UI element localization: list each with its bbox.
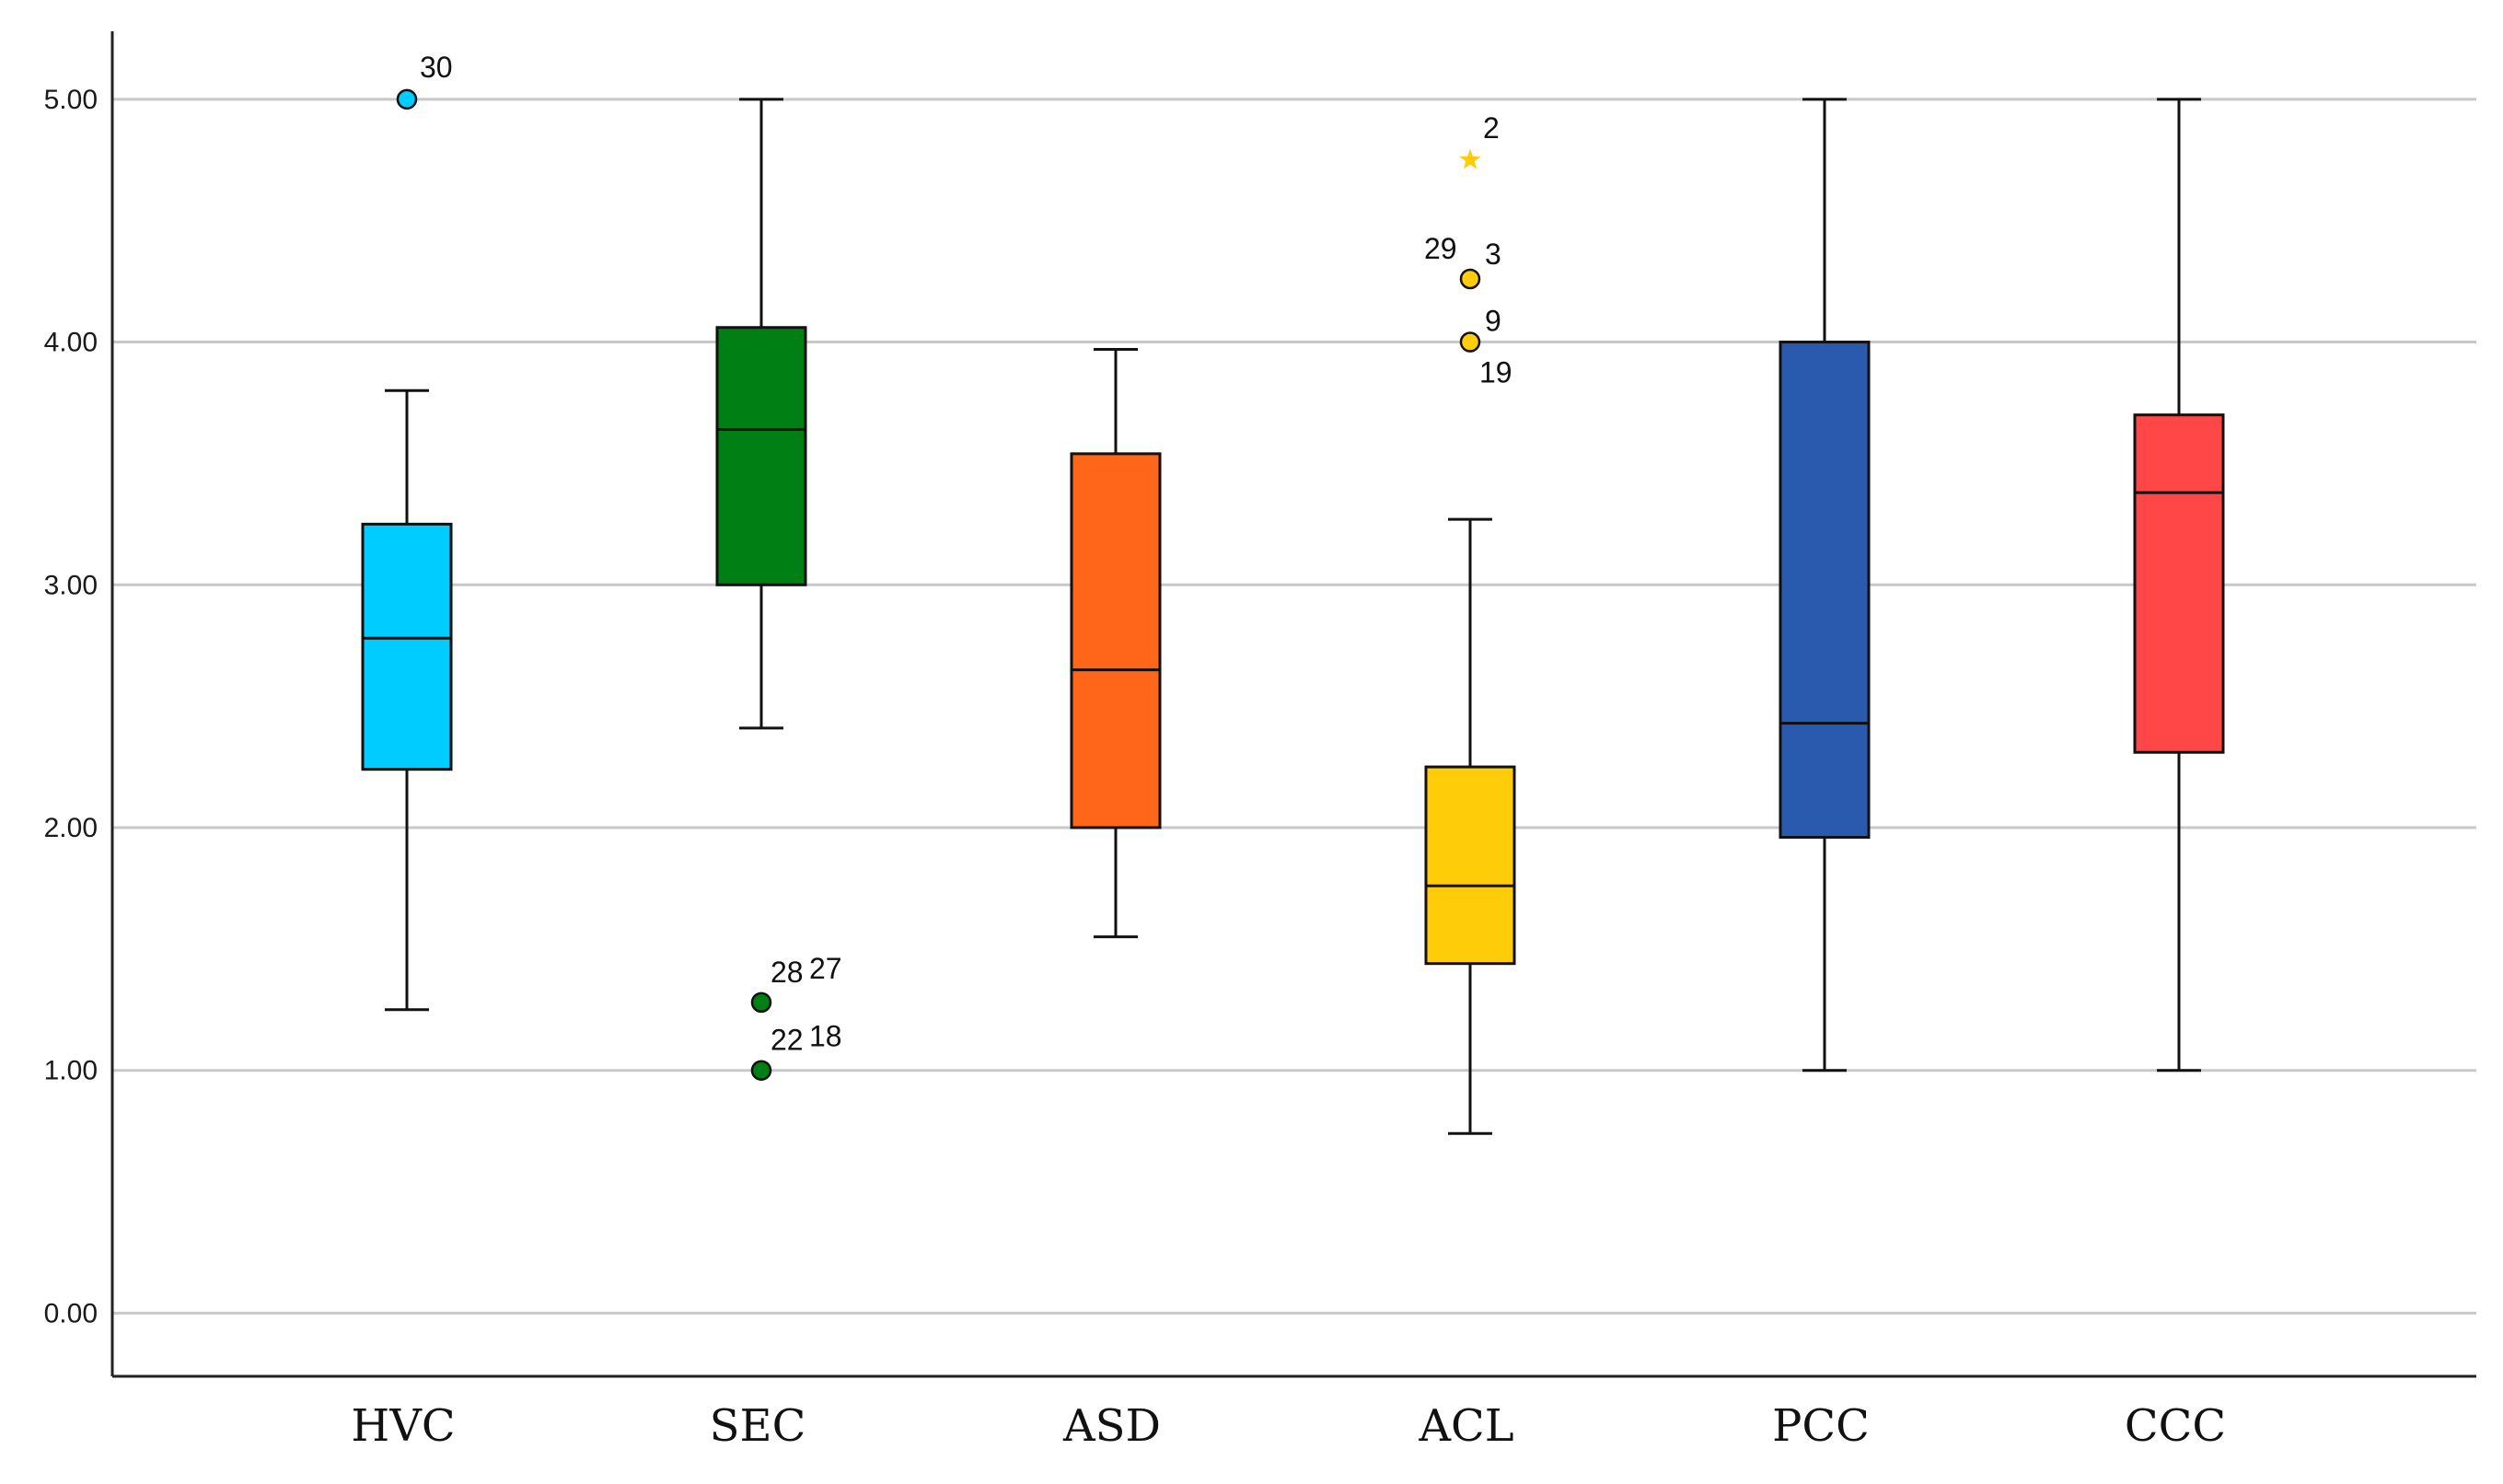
category-label-ccc: CCC (2125, 1400, 2226, 1452)
outlier-sec: 22 18 (750, 1020, 842, 1081)
y-axis-tick-labels: 0.00 1.00 2.00 3.00 4.00 5.00 (44, 85, 98, 1329)
outlier-circle-marker (750, 991, 772, 1014)
outlier-label: 27 (809, 952, 842, 985)
y-tick-label: 4.00 (44, 328, 98, 358)
outlier-acl: 29 3 (1424, 232, 1501, 290)
gridlines (112, 98, 2476, 1315)
category-label-sec: SEC (710, 1400, 806, 1452)
box-series-layer (361, 98, 2225, 1135)
outlier-star-marker (1459, 148, 1481, 169)
box-asd (1070, 347, 1162, 939)
outlier-hvc: 30 (396, 51, 453, 110)
box-sec (715, 98, 807, 730)
y-tick-label: 0.00 (44, 1298, 98, 1328)
category-label-hvc: HVC (351, 1400, 455, 1452)
x-axis-category-labels: HVC SEC ASD ACL PCC CCC (351, 1400, 2226, 1452)
iqr-box (715, 326, 807, 586)
iqr-box (1779, 341, 1871, 840)
outlier-label: 22 (771, 1024, 804, 1057)
outlier-label: 2 (1483, 111, 1500, 145)
box-hvc (361, 388, 453, 1012)
outlier-acl: 9 19 (1459, 305, 1512, 389)
iqr-box (1424, 765, 1516, 966)
iqr-box (1070, 452, 1162, 829)
outlier-label: 18 (809, 1020, 842, 1053)
outlier-label: 28 (771, 956, 804, 989)
category-label-asd: ASD (1062, 1400, 1161, 1452)
outlier-label: 3 (1485, 238, 1501, 271)
box-ccc (2133, 98, 2225, 1072)
outlier-circle-marker (1459, 268, 1481, 290)
outlier-acl: 2 (1459, 111, 1500, 169)
outlier-label: 19 (1479, 356, 1512, 389)
outlier-sec: 28 27 (750, 952, 842, 1014)
y-tick-label: 2.00 (44, 813, 98, 843)
category-label-acl: ACL (1418, 1400, 1513, 1452)
axes (110, 31, 2476, 1378)
category-label-pcc: PCC (1772, 1400, 1870, 1452)
outlier-circle-marker (396, 88, 418, 110)
y-tick-label: 1.00 (44, 1056, 98, 1086)
box-acl (1424, 517, 1516, 1135)
outlier-label: 30 (420, 51, 453, 84)
y-tick-label: 3.00 (44, 570, 98, 600)
outlier-label: 9 (1485, 305, 1501, 338)
iqr-box (361, 522, 453, 771)
iqr-box (2133, 413, 2225, 754)
box-pcc (1779, 98, 1871, 1072)
outlier-circle-marker (1459, 331, 1481, 353)
outlier-circle-marker (750, 1060, 772, 1081)
y-tick-label: 5.00 (44, 85, 98, 115)
outlier-label: 29 (1424, 232, 1457, 265)
